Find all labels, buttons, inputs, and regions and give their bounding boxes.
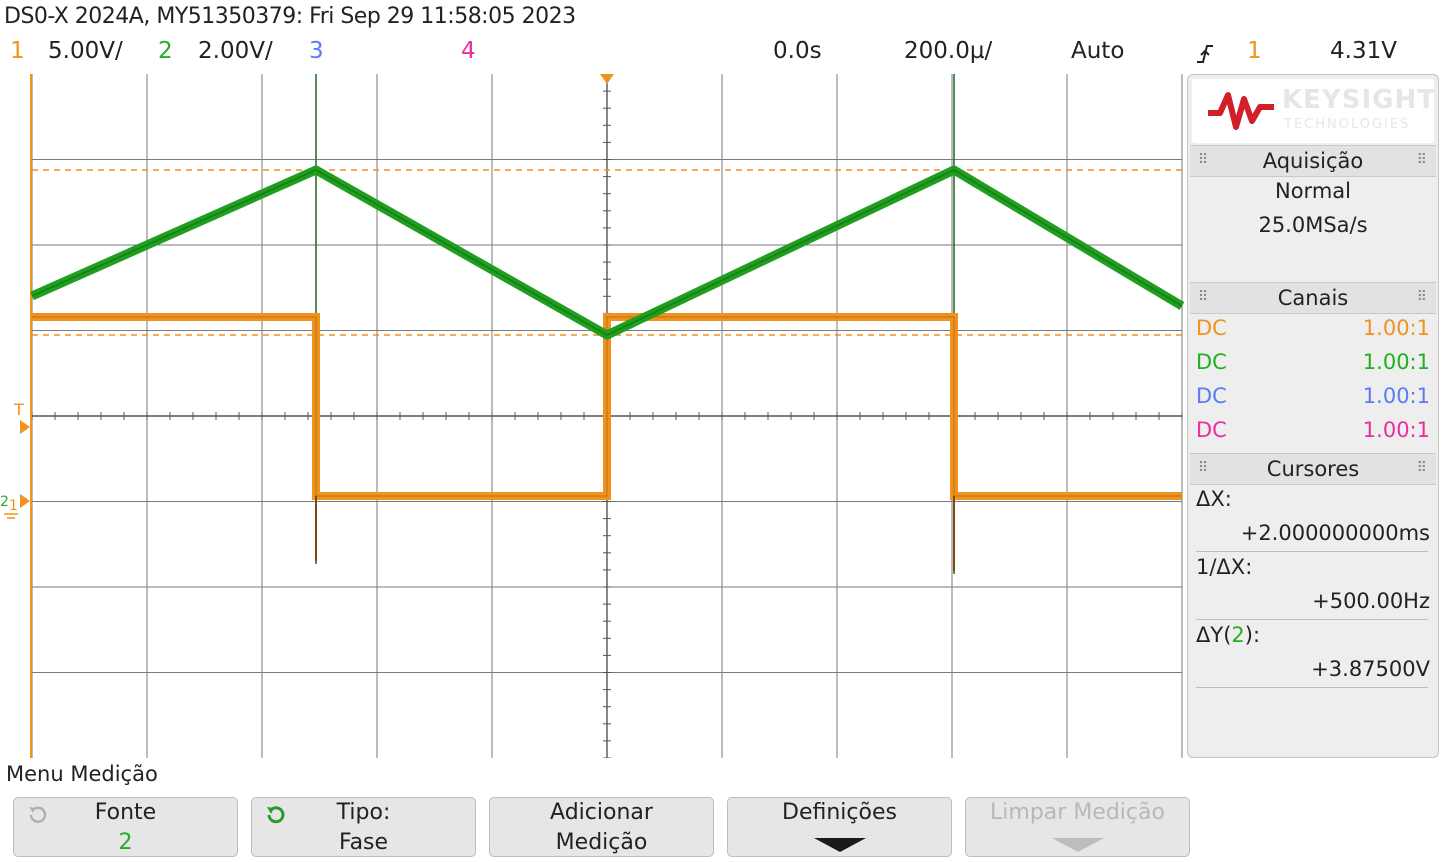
waveform-display[interactable]: T 2 1 bbox=[0, 74, 1186, 758]
ch2-coupling[interactable]: DC bbox=[1196, 350, 1227, 374]
source-softkey-label: Fonte bbox=[94, 800, 157, 825]
menu-title: Menu Medição bbox=[6, 762, 158, 786]
ch1-scale[interactable]: 5.00V/ bbox=[48, 38, 123, 64]
ch3-coupling[interactable]: DC bbox=[1196, 384, 1227, 408]
cursors-title: Cursores bbox=[1266, 457, 1360, 481]
side-panel: KEYSIGHT TECHNOLOGIES ⠿ Aquisição ⠿ Norm… bbox=[1187, 74, 1439, 758]
add-measurement-line2: Medição bbox=[555, 830, 648, 855]
trigger-mode[interactable]: Auto bbox=[1071, 38, 1125, 64]
logo-brand: KEYSIGHT bbox=[1282, 85, 1436, 115]
source-softkey[interactable]: Fonte 2 bbox=[13, 797, 238, 857]
ch1-coupling[interactable]: DC bbox=[1196, 316, 1227, 340]
acquisition-title: Aquisição bbox=[1262, 149, 1364, 173]
delta-y-label: ΔY(2): bbox=[1196, 623, 1261, 647]
cycle-icon bbox=[29, 806, 47, 823]
trigger-time-marker bbox=[600, 74, 614, 84]
clear-measurement-softkey[interactable]: Limpar Medição bbox=[965, 797, 1190, 857]
trigger-level-marker: T bbox=[13, 400, 24, 419]
rising-edge-icon[interactable] bbox=[1196, 42, 1214, 66]
ch2-number[interactable]: 2 bbox=[158, 38, 173, 64]
cursor-divider bbox=[1196, 551, 1428, 552]
ch1-number[interactable]: 1 bbox=[10, 38, 25, 64]
ch2-ground-marker: 2 bbox=[0, 494, 9, 510]
ch1-ground-marker: 1 bbox=[9, 498, 18, 514]
delta-y-value: +3.87500V bbox=[1311, 657, 1430, 681]
cursors-section-header[interactable]: ⠿ Cursores ⠿ bbox=[1190, 453, 1436, 485]
ch1-probe[interactable]: 1.00:1 bbox=[1362, 316, 1430, 340]
settings-softkey-label: Definições bbox=[782, 800, 897, 825]
ground-arrow bbox=[20, 494, 30, 508]
ch3-number[interactable]: 3 bbox=[309, 38, 324, 64]
ch4-coupling[interactable]: DC bbox=[1196, 418, 1227, 442]
window-title: DS0-X 2024A, MY51350379: Fri Sep 29 11:5… bbox=[4, 4, 576, 29]
ch4-probe[interactable]: 1.00:1 bbox=[1362, 418, 1430, 442]
trigger-level-arrow bbox=[20, 420, 30, 434]
acquisition-section-header[interactable]: ⠿ Aquisição ⠿ bbox=[1190, 145, 1436, 177]
add-measurement-softkey[interactable]: Adicionar Medição bbox=[489, 797, 714, 857]
source-softkey-value: 2 bbox=[118, 830, 133, 855]
ch2-scale[interactable]: 2.00V/ bbox=[198, 38, 273, 64]
channels-section-header[interactable]: ⠿ Canais ⠿ bbox=[1190, 282, 1436, 314]
sample-rate: 25.0MSa/s bbox=[1258, 213, 1368, 237]
type-softkey-value: Fase bbox=[338, 830, 389, 855]
logo-subtitle: TECHNOLOGIES bbox=[1284, 117, 1411, 132]
keysight-logo: KEYSIGHT TECHNOLOGIES bbox=[1192, 79, 1436, 143]
type-softkey[interactable]: Tipo: Fase bbox=[251, 797, 476, 857]
down-arrow-icon bbox=[814, 838, 866, 852]
keysight-wave-icon bbox=[1208, 92, 1274, 130]
delta-x-value: +2.000000000ms bbox=[1240, 521, 1430, 545]
cursor-divider bbox=[1196, 619, 1428, 620]
channels-title: Canais bbox=[1277, 286, 1349, 310]
acquisition-mode: Normal bbox=[1275, 179, 1351, 203]
add-measurement-line1: Adicionar bbox=[550, 800, 653, 825]
ch2-probe[interactable]: 1.00:1 bbox=[1362, 350, 1430, 374]
time-scale[interactable]: 200.0µ/ bbox=[904, 38, 993, 64]
ch4-number[interactable]: 4 bbox=[461, 38, 476, 64]
ch1-square-wave-center bbox=[32, 316, 1182, 497]
down-arrow-icon bbox=[1052, 838, 1104, 852]
trigger-level[interactable]: 4.31V bbox=[1330, 38, 1397, 64]
ch2-triangle-wave-center bbox=[31, 169, 1183, 336]
delta-x-label: ΔX: bbox=[1196, 487, 1232, 511]
time-offset[interactable]: 0.0s bbox=[773, 38, 822, 64]
ch3-probe[interactable]: 1.00:1 bbox=[1362, 384, 1430, 408]
trigger-source[interactable]: 1 bbox=[1247, 38, 1262, 64]
cursor-divider bbox=[1196, 687, 1428, 688]
waveform-traces bbox=[30, 74, 1185, 758]
inverse-delta-x-label: 1/ΔX: bbox=[1196, 555, 1253, 579]
type-softkey-label: Tipo: bbox=[336, 800, 391, 825]
inverse-delta-x-value: +500.00Hz bbox=[1312, 589, 1430, 613]
clear-measurement-label: Limpar Medição bbox=[990, 800, 1165, 825]
screen-markers: T 2 1 bbox=[0, 74, 614, 519]
settings-softkey[interactable]: Definições bbox=[727, 797, 952, 857]
cycle-icon bbox=[267, 806, 285, 824]
